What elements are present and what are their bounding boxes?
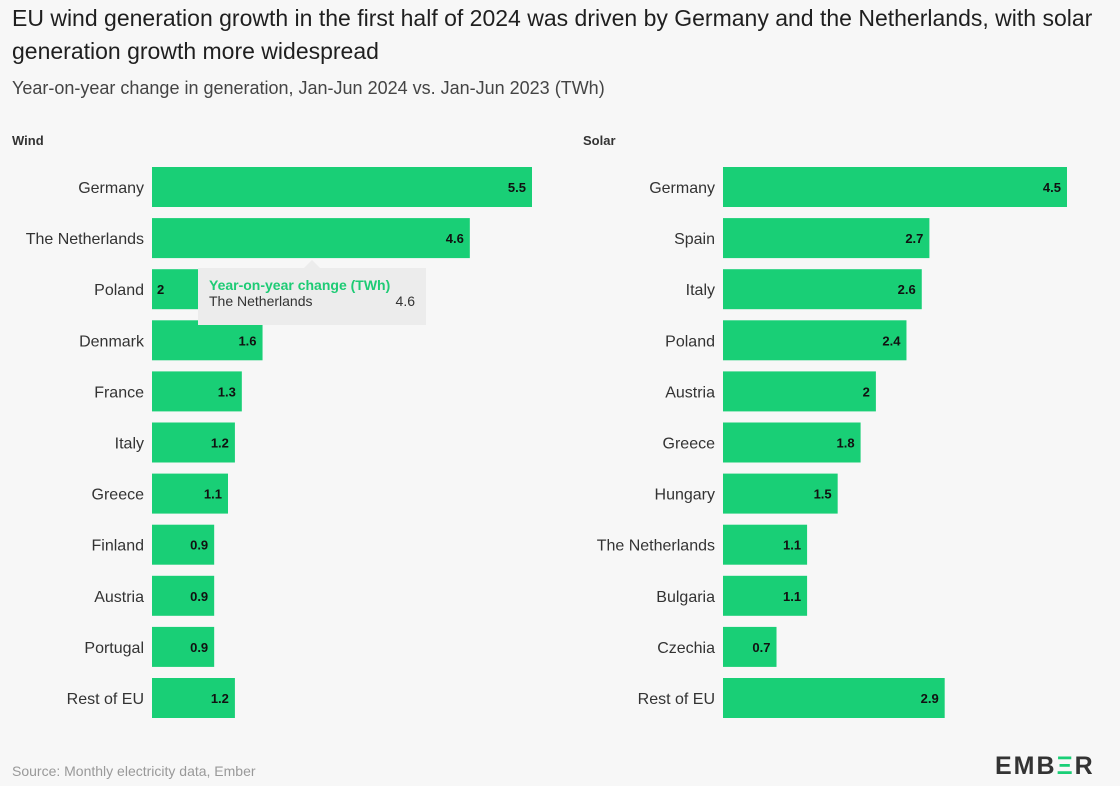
bar-rest-of-eu[interactable]: [152, 678, 235, 718]
category-label: Poland: [665, 333, 715, 350]
category-label: Greece: [92, 487, 145, 504]
category-label: Austria: [665, 384, 715, 401]
category-label: Germany: [649, 180, 715, 197]
bar-greece[interactable]: [152, 473, 228, 514]
category-label: Germany: [78, 180, 144, 197]
ember-logo: EMBΞR: [995, 752, 1095, 780]
data-label: 0.9: [190, 640, 208, 655]
bar-france[interactable]: [152, 371, 242, 412]
data-label: 2.7: [905, 231, 923, 246]
source-note: Source: Monthly electricity data, Ember: [12, 763, 256, 779]
data-label: 1.3: [218, 384, 236, 399]
bar-the-netherlands[interactable]: [152, 218, 470, 259]
data-label: 1.1: [204, 487, 222, 502]
bar-germany[interactable]: [152, 167, 532, 207]
bar-greece[interactable]: [723, 422, 861, 463]
category-label: Finland: [92, 538, 144, 555]
tooltip-title: Year-on-year change (TWh): [209, 277, 391, 293]
data-label: 1.5: [814, 487, 832, 502]
category-label: Italy: [115, 436, 144, 453]
bar-hungary[interactable]: [723, 473, 838, 514]
bar-italy[interactable]: [723, 269, 922, 310]
bar-rest-of-eu[interactable]: [723, 678, 945, 718]
bar-austria[interactable]: [152, 575, 215, 616]
category-label: Bulgaria: [656, 589, 715, 606]
category-label: Denmark: [79, 333, 145, 350]
data-label: 0.9: [190, 589, 208, 604]
data-label: 2: [157, 282, 164, 297]
bar-bulgaria[interactable]: [723, 575, 808, 616]
bar-austria[interactable]: [723, 371, 876, 412]
data-label: 1.8: [837, 436, 855, 451]
bar-poland[interactable]: [723, 320, 907, 361]
bar-denmark[interactable]: [152, 320, 263, 361]
data-label: 2.9: [921, 691, 939, 706]
tooltip-label: The Netherlands: [209, 293, 313, 309]
data-label: 2: [863, 384, 870, 399]
tooltip-value: 4.6: [395, 293, 415, 309]
data-label: 0.9: [190, 538, 208, 553]
solar-panel-title: Solar: [583, 133, 616, 148]
category-label: Austria: [94, 589, 144, 606]
chart-title: EU wind generation growth in the first h…: [12, 5, 1093, 64]
bar-spain[interactable]: [723, 218, 930, 259]
category-label: The Netherlands: [26, 231, 144, 248]
data-label: 0.7: [752, 640, 770, 655]
category-label: Italy: [686, 282, 715, 299]
bar-italy[interactable]: [152, 422, 235, 463]
wind-panel-title: Wind: [12, 133, 44, 148]
category-label: Hungary: [655, 487, 715, 504]
category-label: Czechia: [657, 640, 715, 657]
chart-subtitle: Year-on-year change in generation, Jan-J…: [12, 78, 605, 98]
category-label: Portugal: [84, 640, 144, 657]
category-label: Greece: [663, 436, 716, 453]
bar-germany[interactable]: [723, 167, 1067, 207]
tooltip: Year-on-year change (TWh) The Netherland…: [198, 260, 426, 325]
bar-czechia[interactable]: [723, 626, 777, 667]
bar-the-netherlands[interactable]: [723, 524, 808, 565]
bar-portugal[interactable]: [152, 626, 215, 667]
category-label: Rest of EU: [638, 691, 715, 708]
category-label: France: [94, 384, 144, 401]
data-label: 1.1: [783, 538, 801, 553]
data-label: 1.2: [211, 691, 229, 706]
data-label: 4.5: [1043, 180, 1061, 195]
category-label: Spain: [674, 231, 715, 248]
category-label: Rest of EU: [67, 691, 144, 708]
data-label: 1.2: [211, 436, 229, 451]
bar-finland[interactable]: [152, 524, 215, 565]
data-label: 4.6: [446, 231, 464, 246]
data-label: 1.1: [783, 589, 801, 604]
data-label: 2.6: [898, 282, 916, 297]
data-label: 1.6: [238, 333, 256, 348]
category-label: Poland: [94, 282, 144, 299]
category-label: The Netherlands: [597, 538, 715, 555]
data-label: 5.5: [508, 180, 526, 195]
data-label: 2.4: [882, 333, 901, 348]
